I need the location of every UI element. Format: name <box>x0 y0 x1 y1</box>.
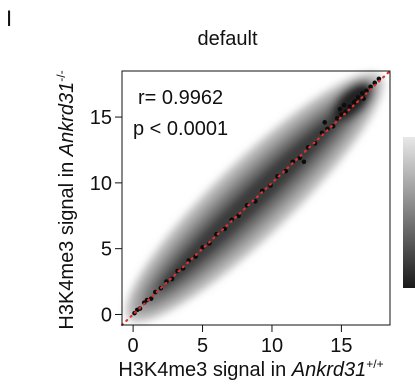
data-point-48 <box>322 120 328 125</box>
data-point-38 <box>355 95 361 100</box>
data-point-33 <box>334 116 340 121</box>
y-tick-label: 15 <box>90 107 112 129</box>
x-tick-label: 10 <box>261 335 283 357</box>
y-tick-label: 10 <box>90 173 112 195</box>
x-tick-label: 5 <box>197 335 208 357</box>
y-axis-label: H3K4me3 signal in Ankrd31-/- <box>54 70 78 329</box>
density-colorbar <box>403 137 415 288</box>
plot-frame <box>121 70 391 326</box>
identity-reference-line <box>120 69 392 327</box>
data-point-49 <box>301 159 307 165</box>
density-band-3 <box>157 103 353 292</box>
p-value-annotation: p < 0.0001 <box>133 118 228 140</box>
panel-letter: I <box>6 6 13 31</box>
chart-title: default <box>197 28 258 50</box>
x-axis: 0 5 10 15 <box>128 325 353 357</box>
data-point-40 <box>364 88 369 94</box>
x-tick-label: 15 <box>330 335 352 357</box>
data-point-5 <box>148 296 154 301</box>
data-point-14 <box>200 245 205 250</box>
y-axis: 0 5 10 15 <box>90 107 122 326</box>
y-tick-label: 5 <box>101 239 112 261</box>
data-point-36 <box>347 104 353 109</box>
x-tick-label: 0 <box>128 335 139 357</box>
y-tick-label: 0 <box>101 304 112 326</box>
data-point-47 <box>337 106 343 112</box>
x-axis-label: H3K4me3 signal in Ankrd31+/+ <box>118 357 383 381</box>
data-point-39 <box>359 91 365 96</box>
data-point-34 <box>339 112 344 117</box>
data-point-44 <box>341 102 347 108</box>
data-point-41 <box>368 84 373 90</box>
correlation-annotation: r= 0.9962 <box>138 87 223 109</box>
